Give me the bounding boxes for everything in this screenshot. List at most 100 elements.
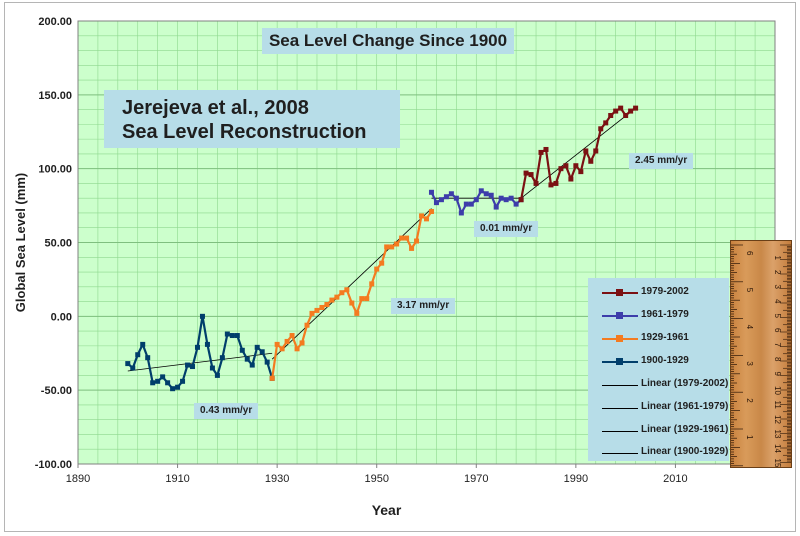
legend-item-1900-1929: 1900-1929: [588, 352, 729, 372]
data-point: [155, 378, 161, 384]
x-tick-label: 1910: [165, 473, 189, 485]
ruler-cm-label: 10: [773, 386, 782, 395]
y-tick-label: 200.00: [38, 16, 72, 28]
data-point: [498, 195, 504, 201]
data-point: [623, 113, 629, 119]
data-point: [608, 113, 614, 119]
data-point: [488, 192, 494, 198]
data-point: [443, 194, 449, 200]
data-point: [513, 201, 519, 207]
data-point: [528, 172, 534, 178]
data-point: [473, 197, 479, 203]
legend-item-1929-1961: 1929-1961: [588, 329, 729, 349]
data-point: [269, 375, 275, 381]
data-point: [229, 333, 235, 339]
legend-label: Linear (1900-1929): [641, 446, 729, 457]
data-point: [339, 290, 345, 296]
legend-item-linear-1979-2002: Linear (1979-2002): [588, 375, 729, 395]
data-point: [424, 216, 429, 222]
data-point: [309, 310, 315, 316]
x-tick-label: 1970: [464, 473, 488, 485]
legend-item-linear-1961-1979: Linear (1961-1979): [588, 398, 729, 418]
chart-title: Sea Level Change Since 1900: [262, 28, 514, 54]
trend-line-1979-2002: [520, 107, 636, 199]
data-point: [314, 307, 320, 313]
data-point: [409, 245, 415, 251]
ruler-cm-label: 5: [773, 314, 782, 319]
ruler-cm-label: 13: [773, 430, 782, 439]
rate-annotation-1961-1979: 0.01 mm/yr: [474, 221, 539, 237]
data-point: [204, 341, 210, 347]
legend-swatch-marker: [616, 335, 623, 342]
data-point: [224, 331, 230, 337]
data-point: [274, 341, 280, 347]
legend-item-linear-1900-1929: Linear (1900-1929): [588, 443, 729, 463]
data-point: [369, 281, 375, 287]
chart-subtitle-line-2: Sea Level Reconstruction: [122, 121, 367, 143]
data-point: [588, 158, 594, 164]
data-point: [334, 294, 340, 300]
data-point: [165, 380, 171, 386]
rate-annotation-1979-2002: 2.45 mm/yr: [629, 153, 694, 169]
data-point: [613, 108, 619, 114]
ruler-inch-label: 2: [745, 398, 754, 403]
data-point: [503, 197, 509, 203]
ruler-cm-label: 1: [773, 256, 782, 261]
trend-line-1900-1929: [127, 352, 273, 372]
data-point: [324, 302, 330, 308]
ruler-image: 6 5 4 3 2 1 1 2 3 4 5 6 7 8 9 10 11 12 13 14 15: [730, 240, 792, 468]
data-point: [419, 213, 425, 219]
data-point: [518, 197, 524, 203]
y-tick-label: 150.00: [38, 90, 72, 102]
data-point: [185, 362, 191, 368]
data-point: [543, 146, 549, 152]
data-point: [349, 300, 355, 306]
data-point: [478, 188, 484, 194]
data-point: [438, 197, 444, 203]
y-axis-label: Global Sea Level (mm): [13, 173, 28, 312]
data-point: [175, 384, 181, 390]
data-point: [209, 365, 215, 371]
data-point: [279, 346, 285, 352]
data-point: [553, 180, 559, 186]
x-tick-label: 2010: [663, 473, 687, 485]
data-point: [548, 182, 554, 188]
data-point: [194, 344, 200, 350]
data-point: [568, 176, 574, 182]
ruler-cm-label: 4: [773, 299, 782, 304]
x-tick-label: 1930: [265, 473, 289, 485]
data-point: [344, 287, 350, 293]
ruler-cm-label: 9: [773, 372, 782, 377]
legend-label: 1979-2002: [641, 286, 689, 297]
data-point: [190, 364, 196, 370]
ruler-cm-label: 14: [773, 444, 782, 453]
data-point: [573, 163, 579, 169]
data-point: [558, 166, 564, 172]
data-point: [523, 170, 529, 176]
data-point: [319, 304, 325, 310]
trend-line-1929-1961: [271, 208, 432, 360]
rate-annotation-1929-1961: 3.17 mm/yr: [391, 298, 456, 314]
data-point: [374, 266, 380, 272]
data-point: [130, 365, 136, 371]
data-point: [618, 105, 624, 111]
data-point: [214, 372, 220, 378]
y-tick-label: -100.00: [35, 459, 72, 471]
legend-label: 1961-1979: [641, 309, 689, 320]
ruler-inch-label: 1: [745, 435, 754, 440]
chart-subtitle-box: Jerejeva et al., 2008 Sea Level Reconstr…: [104, 90, 400, 148]
data-point: [259, 349, 265, 355]
data-point: [399, 235, 405, 241]
y-tick-label: -50.00: [41, 385, 72, 397]
data-point: [170, 386, 176, 392]
data-point: [384, 244, 390, 250]
legend-swatch-line: [602, 385, 638, 386]
data-point: [603, 120, 609, 126]
data-point: [593, 148, 599, 154]
data-point: [135, 352, 141, 358]
rate-annotation-1900-1929: 0.43 mm/yr: [194, 403, 259, 419]
data-point: [448, 191, 454, 197]
legend-label: Linear (1929-1961): [641, 424, 729, 435]
data-point: [125, 361, 131, 367]
